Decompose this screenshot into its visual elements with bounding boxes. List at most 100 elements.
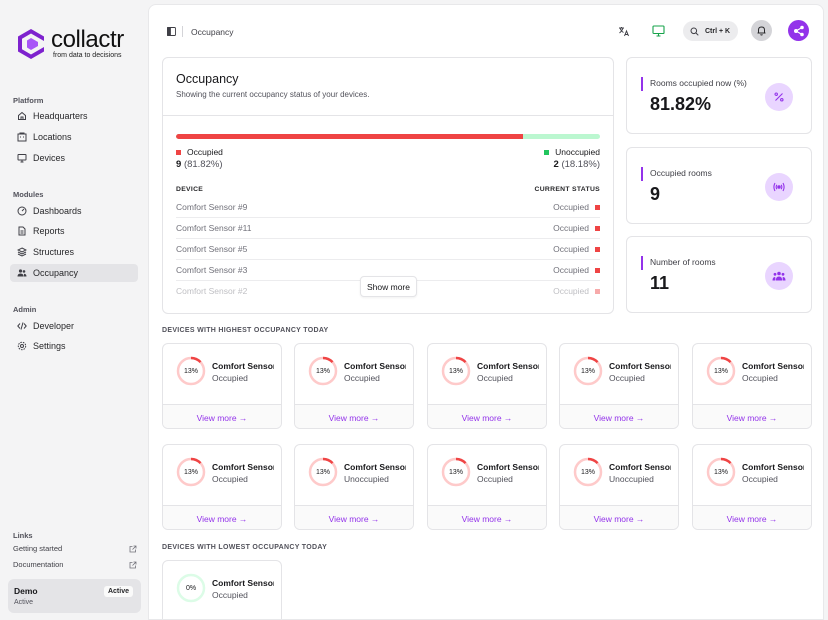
home-icon [17, 111, 27, 121]
view-more-link[interactable]: View more → [428, 505, 546, 529]
workspace-switcher[interactable]: Demo Active Active [8, 579, 141, 613]
device-name: Comfort Sensor [477, 462, 539, 472]
device-name: Comfort Sensor [212, 361, 274, 371]
status-label: Occupied [553, 265, 589, 275]
view-more-link[interactable]: View more → [163, 505, 281, 529]
topbar-divider [182, 26, 183, 37]
sidebar-item-label: Settings [33, 341, 66, 351]
device-occupancy-card: 0% Comfort Sensor Occupied [162, 560, 282, 619]
sidebar-toggle-icon[interactable] [167, 27, 176, 36]
occupancy-ring [308, 356, 338, 386]
sidebar-item-structures[interactable]: Structures [10, 243, 138, 261]
view-more-link[interactable]: View more → [295, 404, 413, 428]
device-status: Occupied [742, 474, 778, 484]
search-icon [690, 27, 699, 36]
sidebar-item-headquarters[interactable]: Headquarters [10, 107, 138, 125]
sidebar-item-occupancy[interactable]: Occupancy [10, 264, 138, 282]
card-subtitle: Showing the current occupancy status of … [176, 90, 370, 99]
view-more-link[interactable]: View more → [295, 505, 413, 529]
stat-card-rooms-occupied-pct: Rooms occupied now (%) 81.82% [626, 57, 812, 134]
occupancy-percent: 13% [580, 367, 595, 375]
sidebar-item-label: Reports [33, 226, 65, 236]
status-label: Occupied [553, 286, 589, 296]
highest-occupancy-heading: DEVICES WITH HIGHEST OCCUPANCY TODAY [162, 327, 329, 334]
sidebar-item-label: Headquarters [33, 111, 88, 121]
device-name: Comfort Sensor [212, 462, 274, 472]
device-status: Occupied [212, 373, 248, 383]
device-occupancy-card: 13% Comfort Sensor Occupied View more → [162, 343, 282, 429]
view-more-link[interactable]: View more → [428, 404, 546, 428]
link-documentation[interactable]: Documentation [13, 560, 137, 569]
stat-accent [641, 256, 643, 270]
device-name: Comfort Sensor #3 [176, 265, 248, 275]
status-label: Occupied [553, 223, 589, 233]
link-getting-started[interactable]: Getting started [13, 544, 137, 553]
brand-logo[interactable]: collactr from data to decisions [17, 28, 124, 60]
sidebar-item-locations[interactable]: Locations [10, 128, 138, 146]
occupancy-ring [176, 573, 206, 603]
table-row[interactable]: Comfort Sensor #5 Occupied [176, 239, 600, 260]
admin-section-label: Admin [13, 305, 37, 314]
link-label: Getting started [13, 544, 63, 553]
stat-card-number-of-rooms: Number of rooms 11 [626, 236, 812, 313]
device-occupancy-card: 13% Comfort Sensor Occupied View more → [427, 444, 547, 530]
view-more-link[interactable]: View more → [560, 505, 678, 529]
table-row[interactable]: Comfort Sensor #2 Occupied [176, 281, 600, 302]
workspace-status: Active [14, 599, 34, 606]
monitor-icon [17, 153, 27, 163]
view-more-link[interactable]: View more → [693, 404, 811, 428]
occupancy-ring [176, 457, 206, 487]
table-row[interactable]: Comfort Sensor #11 Occupied [176, 218, 600, 239]
user-avatar[interactable] [788, 20, 809, 41]
status-indicator [595, 246, 600, 252]
translate-icon[interactable] [616, 23, 632, 39]
status-indicator [595, 204, 600, 210]
sidebar-item-label: Structures [33, 247, 75, 257]
occupied-count: 9 (81.82%) [176, 159, 223, 170]
status-indicator [595, 288, 600, 294]
notifications-button[interactable] [751, 20, 772, 41]
sidebar-item-developer[interactable]: Developer [10, 317, 138, 335]
unoccupied-swatch [544, 149, 550, 155]
sidebar-item-reports[interactable]: Reports [10, 222, 138, 240]
sidebar-item-dashboards[interactable]: Dashboards [10, 202, 138, 220]
structure-icon [17, 247, 27, 257]
device-status: Occupied [742, 373, 778, 383]
sidebar-item-label: Dashboards [33, 206, 82, 216]
view-more-link[interactable]: View more → [163, 404, 281, 428]
lowest-occupancy-heading: DEVICES WITH LOWEST OCCUPANCY TODAY [162, 544, 328, 551]
link-label: Documentation [13, 560, 64, 569]
view-more-link[interactable]: View more → [693, 505, 811, 529]
occupancy-progress-bar [176, 134, 600, 139]
sidebar-item-label: Occupancy [33, 268, 79, 278]
sidebar-item-settings[interactable]: Settings [10, 337, 138, 355]
workspace-badge: Active [103, 586, 133, 597]
status-indicator [595, 267, 600, 273]
view-more-link[interactable]: View more → [560, 404, 678, 428]
brand-name: collactr [51, 26, 124, 53]
workspace-name: Demo [14, 586, 38, 596]
occupied-swatch [176, 149, 181, 155]
device-occupancy-card: 13% Comfort Sensor Occupied View more → [162, 444, 282, 530]
device-status: Unoccupied [609, 474, 654, 484]
status-label: Occupied [553, 202, 589, 212]
share-icon [793, 25, 804, 36]
device-name: Comfort Sensor [609, 361, 671, 371]
device-name: Comfort Sensor [609, 462, 671, 472]
code-icon [17, 321, 27, 331]
stat-label: Rooms occupied now (%) [650, 78, 747, 88]
monitor-status-icon[interactable] [650, 23, 666, 39]
table-row[interactable]: Comfort Sensor #9 Occupied [176, 197, 600, 218]
stat-label: Number of rooms [650, 257, 716, 267]
device-status: Occupied [212, 474, 248, 484]
search-button[interactable]: Ctrl + K [683, 21, 738, 41]
modules-section-label: Modules [13, 190, 44, 199]
show-more-button[interactable]: Show more [360, 276, 417, 297]
building-icon [17, 132, 27, 142]
occupancy-ring [441, 356, 471, 386]
device-status: Occupied [553, 265, 600, 275]
device-status: Unoccupied [344, 474, 389, 484]
device-status: Occupied [553, 223, 600, 233]
stat-value: 9 [650, 184, 661, 204]
sidebar-item-devices[interactable]: Devices [10, 149, 138, 167]
